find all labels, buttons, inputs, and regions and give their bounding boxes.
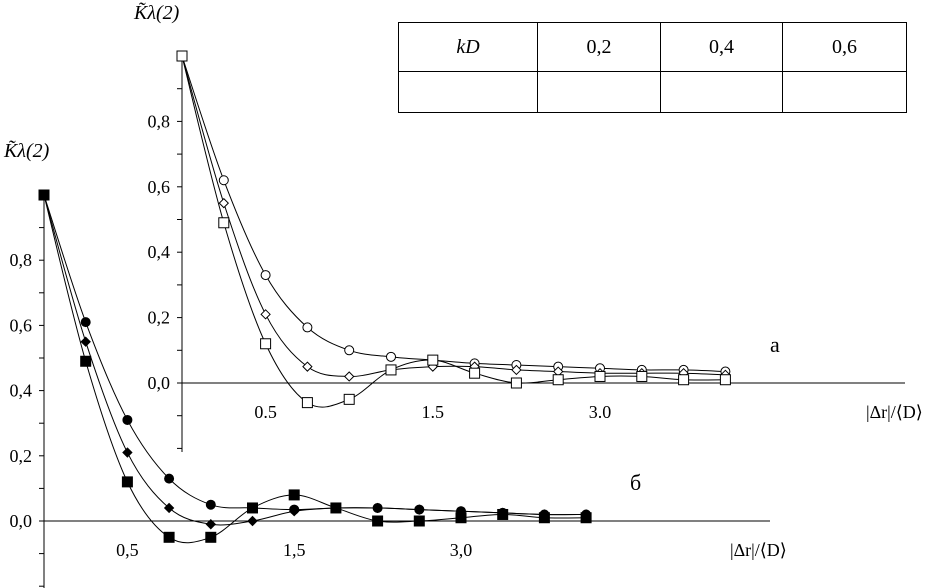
panel-b-data-point [205,519,217,530]
panel-a-data-point [636,370,648,382]
panel-a-panel-label: а [770,332,780,357]
panel-b-data-point [205,499,216,510]
panel-a-data-point [218,197,230,209]
panel-a-data-point [552,374,564,386]
panel-a-data-point [302,322,313,333]
panel-a-data-point [218,175,229,186]
panel-b-panel-label: б [630,470,641,495]
panel-b-y-axis-label: K̃λ(2) [4,140,50,162]
panel-a-data-point [719,374,731,386]
panel-b-data-point [38,189,50,201]
panel-b-data-point [163,531,175,543]
legend-marker-cell-1 [660,71,783,113]
panel-b-data-point [288,489,300,501]
panel-b-data-point [372,502,383,514]
panel-b-x-tick-label: 3,0 [450,540,473,560]
panel-a-data-point [260,309,271,320]
panel-a-data-point [427,354,439,366]
panel-b-y-tick-label: 0,6 [10,315,33,335]
panel-b-data-point [247,502,258,514]
panel-b-data-point [205,531,217,543]
panel-b-series-line-0 [43,194,587,516]
panel-b-data-point [330,502,342,514]
panel-a-data-point [510,377,522,389]
panel-a-y-tick-label: 0,8 [148,111,171,131]
panel-b-data-point [80,336,91,347]
panel-a-y-tick-label: 0,2 [148,308,171,328]
panel-b-data-point [455,512,467,524]
panel-b-data-point [80,317,91,328]
panel-b-data-point [497,508,509,520]
panel-b-data-point [413,515,425,527]
panel-b-y-tick-label: 0,8 [10,250,33,270]
panel-b-data-point [288,506,300,517]
panel-a-data-point [302,361,313,372]
panel-b-x-axis-label: |Δr|/⟨D⟩ [730,540,787,560]
legend-empty-cell [398,71,538,113]
panel-a-data-point [260,270,271,281]
legend-value-2: 0,6 [782,22,907,72]
panel-b-data-point [538,512,550,524]
panel-a-data-point [678,374,690,386]
panel-a: 0,0 0,2 0,4 0,6 0,8 0.5 1.5 3.0 |Δr|/⟨D⟩ а [148,50,923,452]
panel-a-y-tick-label: 0,0 [148,373,171,393]
panel-b-y-tick-label: 0,2 [10,446,33,466]
panel-b-data-point [372,515,384,527]
panel-b-data-point [80,355,92,367]
panel-a-x-tick-label: 0.5 [254,402,277,422]
panel-a-data-point [469,367,481,379]
panel-a-data-point [301,397,313,409]
panel-b-data-point [580,512,592,524]
panel-b-y-tick-label: 0,0 [10,511,33,531]
legend-table: kD 0,2 0,4 0,6 [398,22,907,113]
panel-a-data-point [344,345,355,356]
legend-marker-cell-2 [782,71,907,113]
panel-a-x-tick-label: 1.5 [422,402,445,422]
panel-a-x-tick-label: 3.0 [589,402,612,422]
panel-b-data-point [247,515,258,527]
panel-a-data-point [343,393,355,405]
panel-b-x-tick-label: 0,5 [116,540,139,560]
panel-a-data-point [260,338,272,350]
legend-value-1: 0,4 [660,22,783,72]
panel-b-data-point [122,447,133,458]
panel-a-data-point [385,364,397,376]
panel-b-y-tick-label: 0,4 [10,381,33,401]
panel-b-data-point [121,476,133,488]
legend-value-0: 0,2 [537,22,661,72]
panel-a-data-point [511,364,522,376]
legend-header-kd: kD [398,22,538,72]
panel-b: 0,0 0,2 0,4 0,6 0,8 0,5 1,5 3,0 |Δr|/⟨D⟩ б [10,189,787,588]
panel-a-y-axis-label: K̃λ(2) [134,2,180,24]
panel-b-series-line-1 [43,194,587,526]
panel-a-x-axis-label: |Δr|/⟨D⟩ [866,402,923,422]
panel-a-data-point [218,217,230,229]
panel-b-data-point [122,414,133,425]
panel-b-x-tick-label: 1,5 [283,540,306,560]
panel-a-y-tick-label: 0,6 [148,177,171,197]
panel-b-data-point [414,504,425,515]
panel-b-data-point [164,473,175,484]
panel-a-y-tick-label: 0,4 [148,242,171,262]
legend-marker-cell-0 [537,71,661,113]
panel-b-data-point [163,502,175,514]
panel-a-data-point [386,351,396,362]
panel-a-data-point [343,371,355,382]
panel-a-data-point [176,50,188,62]
panel-a-data-point [594,370,606,382]
